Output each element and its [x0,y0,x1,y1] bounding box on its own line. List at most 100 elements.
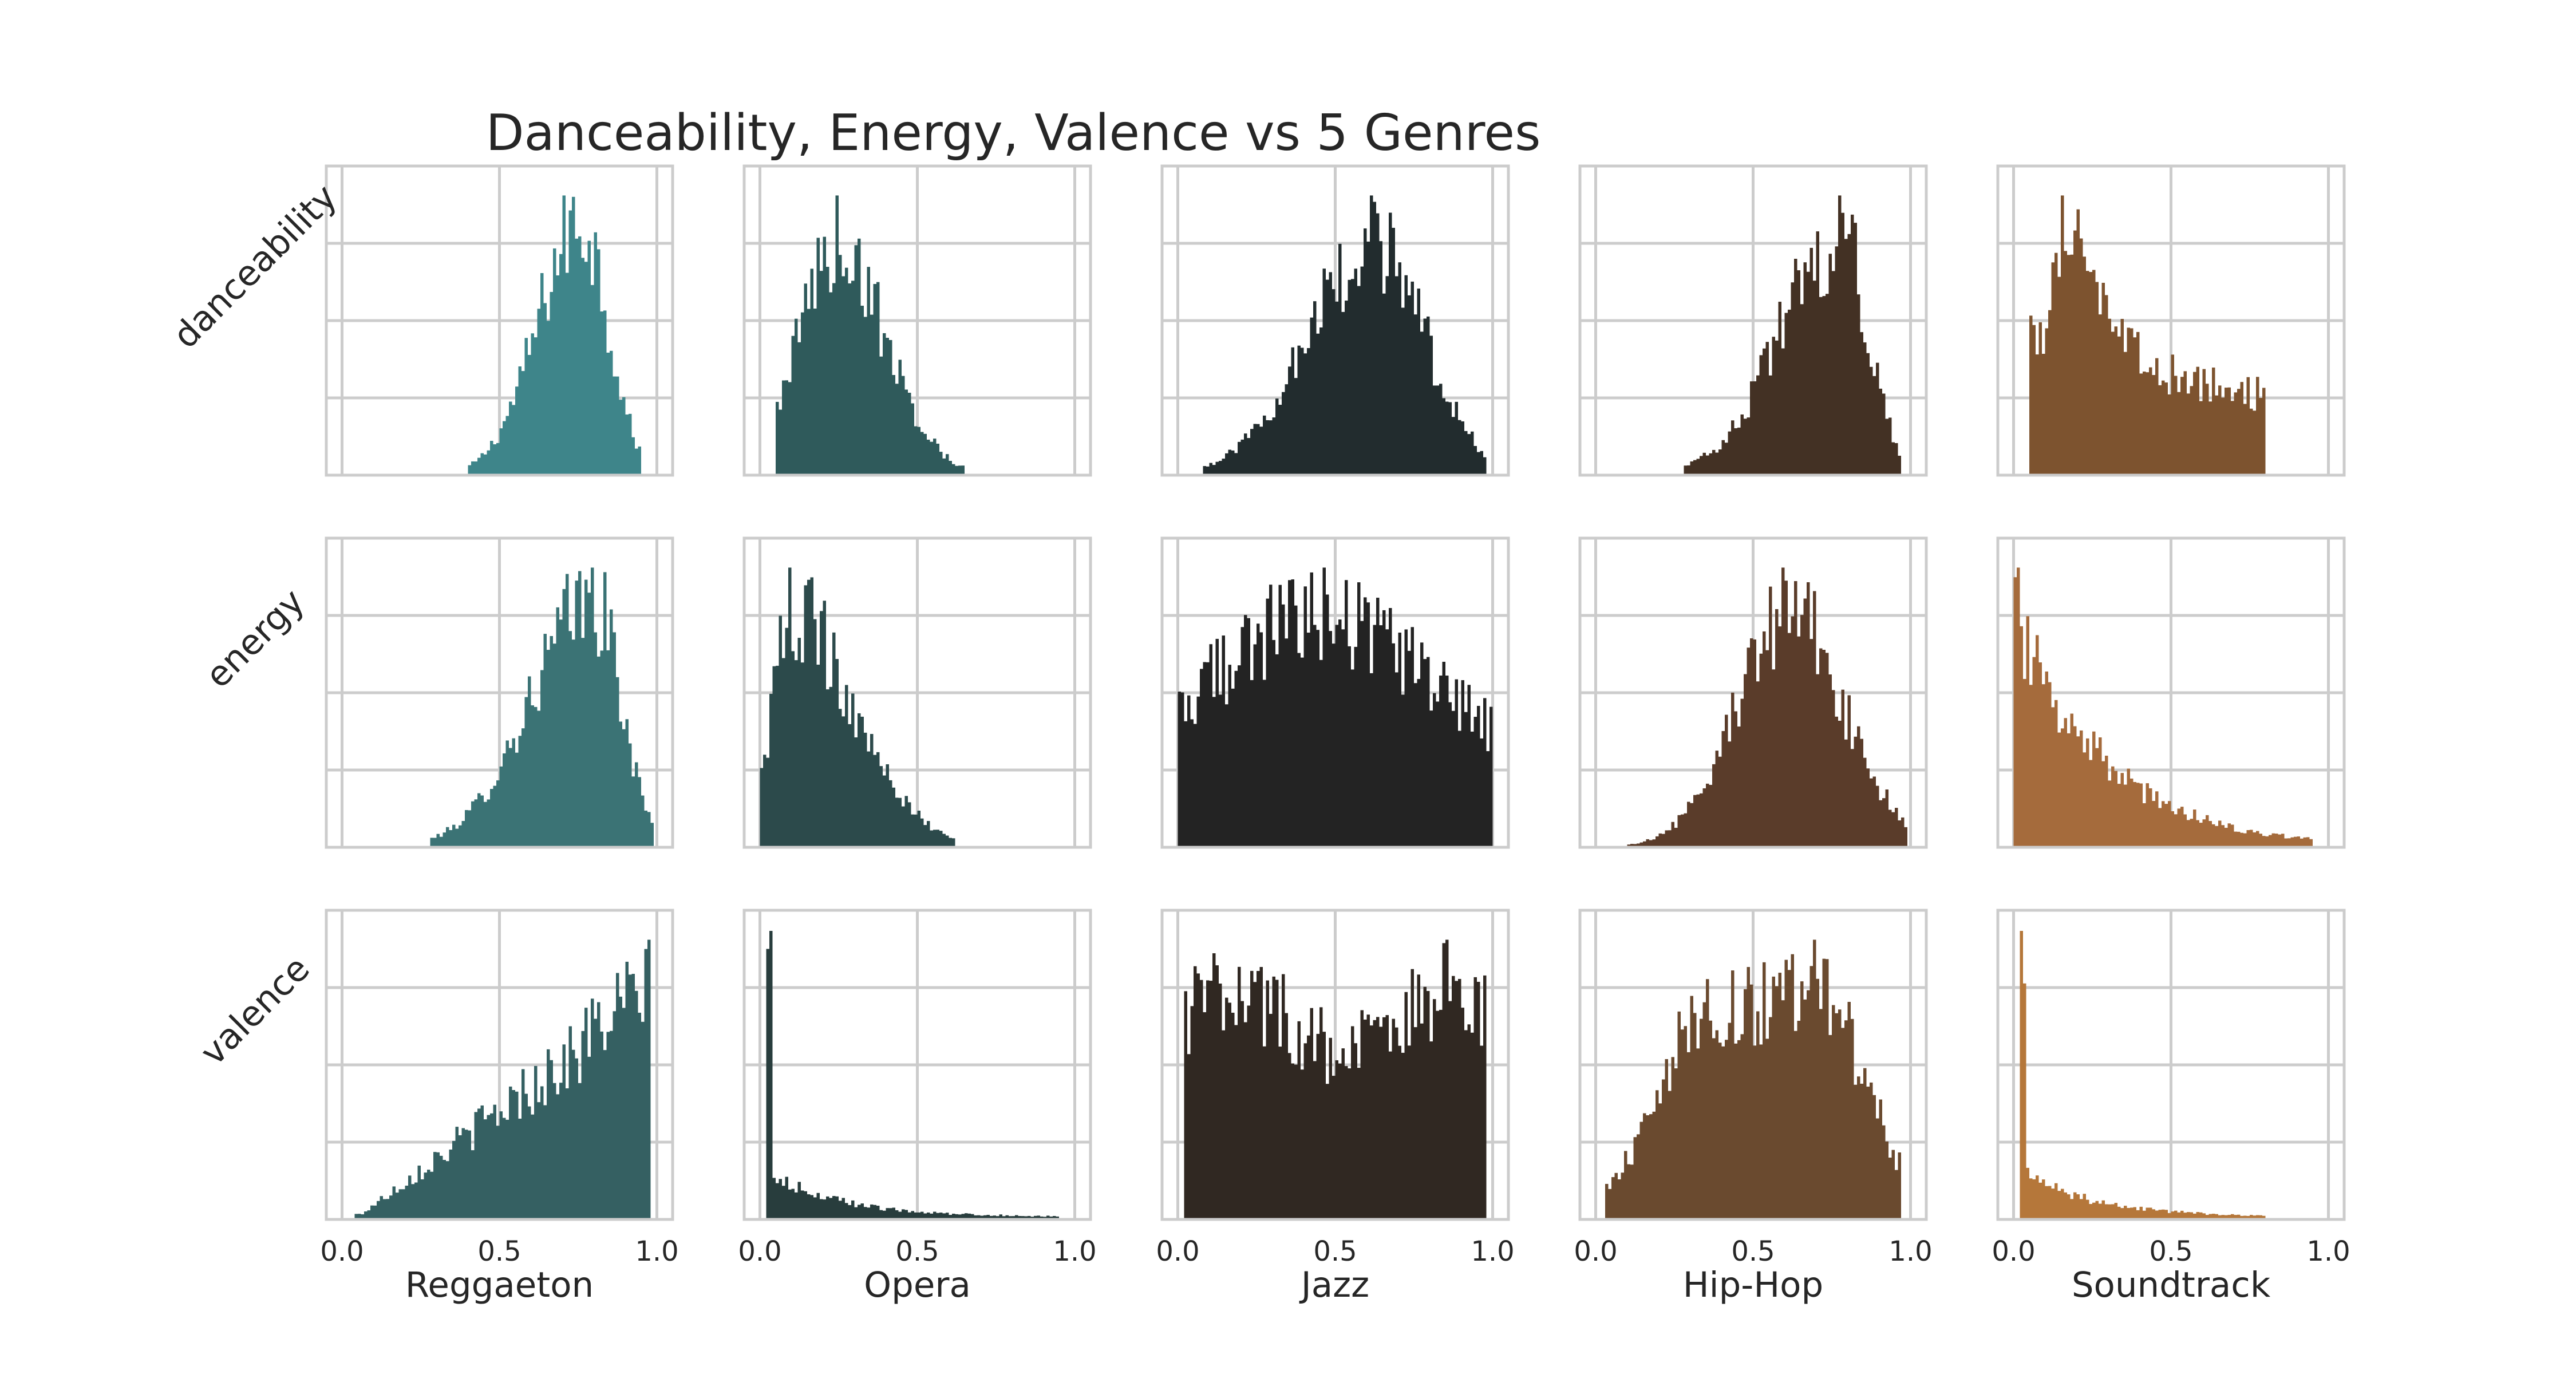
histogram-bar [430,1172,434,1219]
histogram-bar [1319,1007,1323,1219]
histogram-bar [1810,248,1814,475]
histogram-bar [1323,567,1326,847]
histogram-bar [547,1049,550,1219]
histogram-bar [402,1189,405,1219]
histogram-bar [1439,676,1443,847]
histogram-bar [578,236,582,475]
histogram-bar [2281,834,2285,847]
histogram-bar [1279,1047,1282,1219]
histogram-bar [613,1011,617,1219]
histogram-bar [1706,784,1709,847]
histogram-bar [807,309,811,475]
histogram-bar [1712,450,1716,475]
histogram-bar [1288,366,1291,475]
histogram-bar [823,1199,827,1219]
histogram-bar [889,1208,892,1219]
histogram-bar [1753,381,1757,475]
histogram-bar [1860,739,1864,847]
histogram-bar [1813,281,1816,475]
histogram-bar [2152,801,2156,847]
histogram-bar [1310,572,1314,847]
histogram-bar [607,1032,610,1219]
histogram-bar [597,657,600,847]
histogram-bar [2111,1204,2115,1219]
histogram-bar [842,716,846,847]
histogram-bar [1857,727,1860,847]
histogram-bar [481,795,484,847]
histogram-bar [946,836,949,847]
histogram-bar [1408,295,1411,475]
histogram-bar [2222,397,2225,475]
histogram-bar [2064,251,2068,475]
histogram-bar [1860,332,1864,475]
histogram-bar [1709,1021,1713,1219]
histogram-bar [1326,1084,1329,1219]
histogram-bar [1200,980,1203,1219]
histogram-bar [519,1119,522,1219]
histogram-bar [1405,992,1408,1219]
histogram-bar [2048,310,2052,475]
histogram-bar [1417,679,1421,847]
histogram-bar [807,1194,811,1219]
histogram-bar [1848,1002,1851,1219]
histogram-bar [829,1198,833,1219]
histogram-bar [1854,737,1858,847]
histogram-bar [842,1198,846,1219]
histogram-bar [1266,599,1270,847]
histogram-bar [1235,453,1238,475]
histogram-bar [2061,1189,2064,1219]
histogram-bar [1477,452,1480,475]
histogram-bar [1842,690,1845,847]
histogram-bar [503,1118,506,1219]
histogram-bar [534,1066,538,1219]
histogram-bar [1750,638,1753,847]
histogram-bar [839,255,842,475]
histogram-bar [1191,1006,1194,1219]
chart-title: Danceability, Energy, Valence vs 5 Genre… [486,104,1541,162]
histogram-bar [1275,980,1279,1219]
histogram-bar [1376,598,1380,847]
histogram-bar [1338,244,1342,475]
histogram-bar [2029,685,2033,847]
x-tick-label: 0.5 [1731,1235,1775,1268]
histogram-bar [477,1108,481,1219]
histogram-bar [2124,1206,2127,1219]
histogram-bar [1279,585,1282,847]
histogram-bar [1483,976,1487,1219]
histogram-bar [584,580,588,847]
histogram-bar [1474,446,1477,475]
histogram-bar [2178,392,2181,475]
histogram-bar [1656,1090,1659,1219]
histogram-bar [591,567,594,847]
histogram-bar [622,729,626,847]
histogram-bar [635,449,638,475]
histogram-bar [1725,1040,1728,1219]
histogram-bar [2136,332,2140,475]
histogram-bar [785,380,789,475]
histogram-bar [1627,1164,1631,1219]
histogram-bar [519,736,522,847]
histogram-bar [471,1150,475,1219]
histogram-bar [440,1156,443,1219]
histogram-bar [484,1119,487,1219]
histogram-bar [1779,302,1782,475]
histogram-bar [1216,462,1219,475]
histogram-bar [2039,1183,2042,1219]
histogram-bar [2052,1189,2055,1219]
histogram-bar [1785,960,1788,1219]
histogram-bar [1487,751,1490,847]
histogram-bar [930,442,934,475]
histogram-bar [927,821,930,847]
histogram-bar [1851,1019,1854,1219]
histogram-bar [1187,696,1191,847]
histogram-bar [1367,1014,1370,1219]
histogram-bar [2042,684,2045,847]
histogram-bar [2105,756,2108,847]
histogram-bar [2253,410,2257,475]
histogram-bar [459,1135,462,1219]
histogram-bar [2023,984,2026,1219]
histogram-bar [1348,646,1352,847]
panel-opera-danceability [744,166,1091,475]
histogram-bar [452,825,456,847]
histogram-bar [1737,727,1741,847]
